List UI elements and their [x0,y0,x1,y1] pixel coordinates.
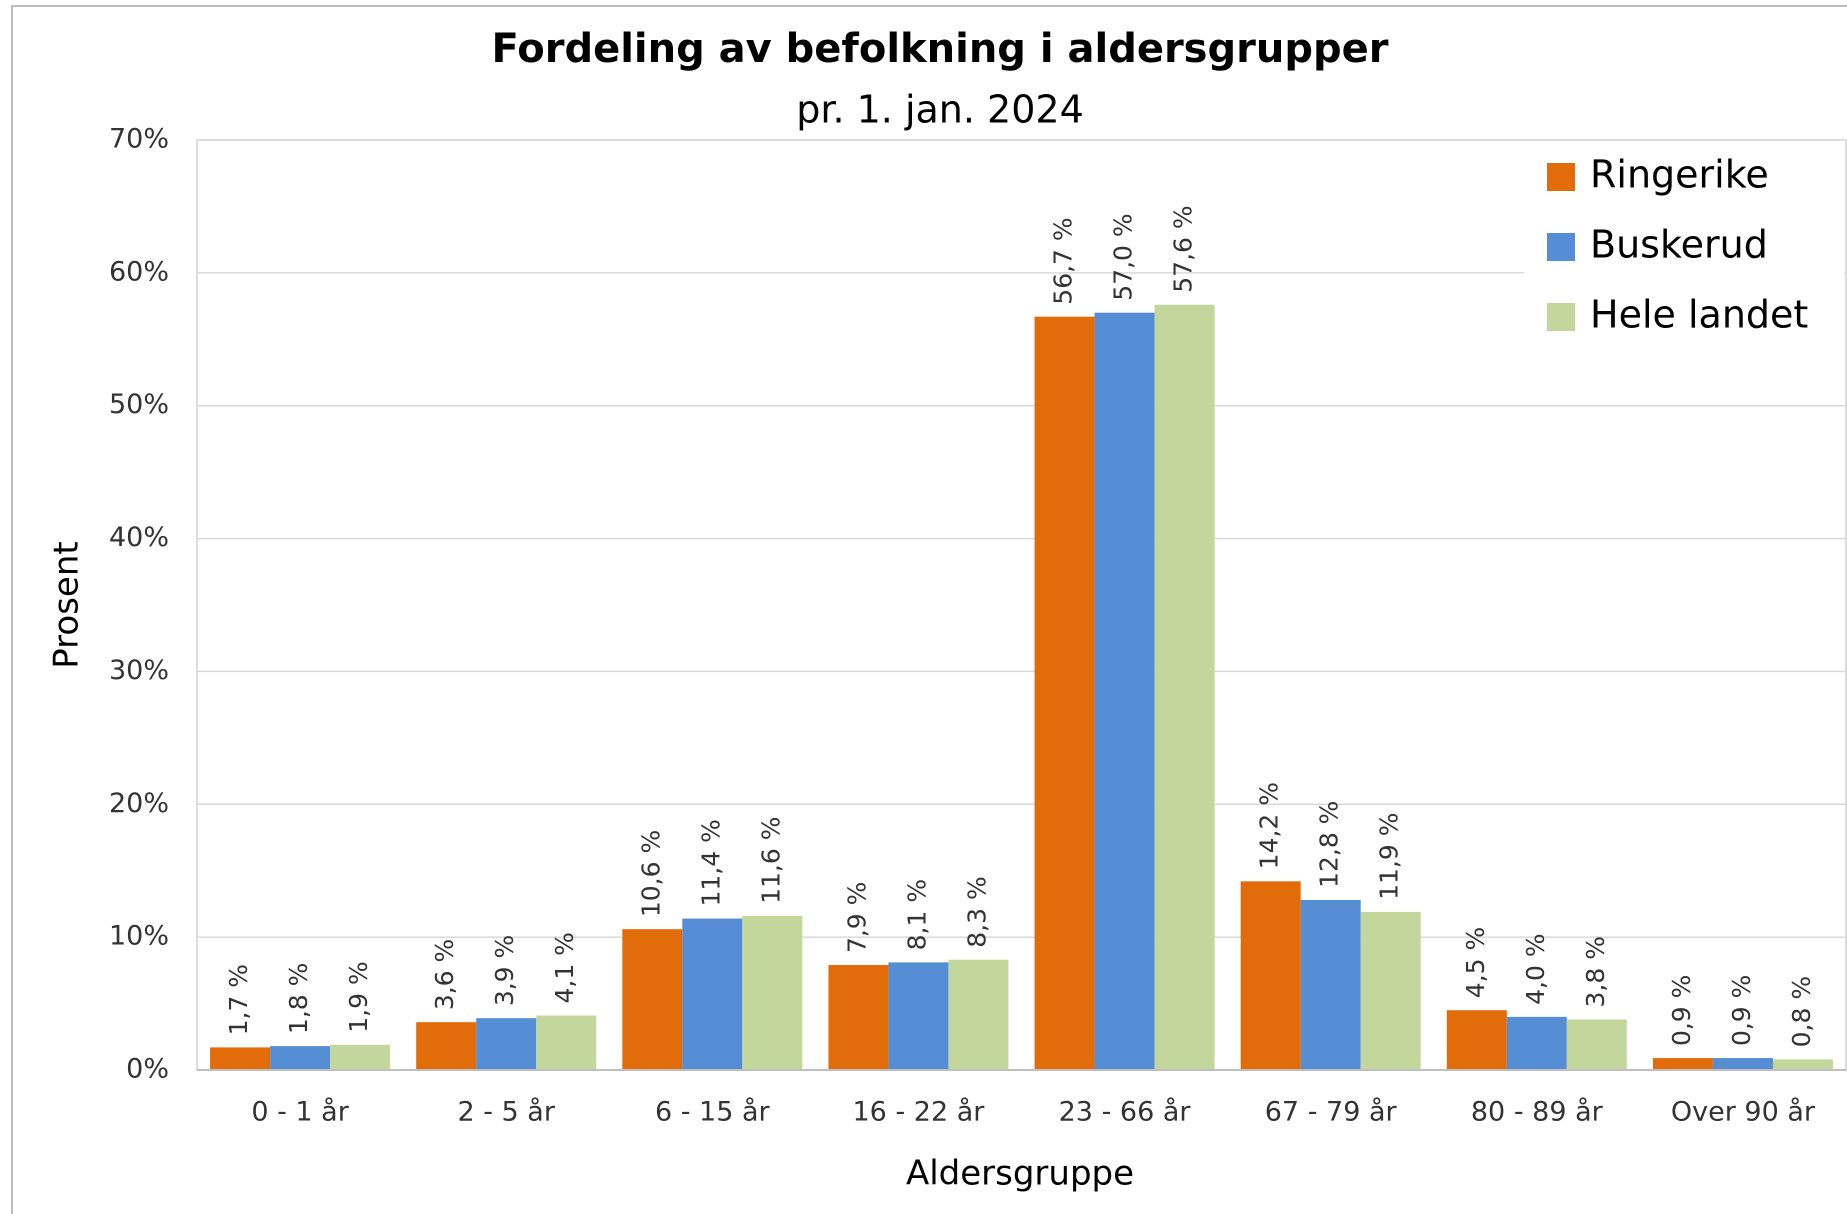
x-tick-label: Over 90 år [1671,1097,1816,1128]
value-label: 3,6 % [430,939,459,1010]
bar [828,965,889,1070]
y-tick-label: 70% [109,124,169,155]
bar [1772,1059,1833,1070]
value-label: 57,0 % [1109,213,1138,300]
bar [1034,316,1095,1070]
bar [1360,911,1421,1070]
value-label: 1,9 % [344,961,373,1032]
legend-swatch [1547,163,1575,191]
bar [742,915,803,1070]
bar [210,1047,271,1070]
legend-label: Buskerud [1590,223,1768,267]
value-label: 8,3 % [962,876,991,947]
y-tick-label: 0% [126,1054,169,1085]
value-label: 4,1 % [550,932,579,1003]
bar [622,929,683,1070]
x-tick-label: 0 - 1 år [251,1097,349,1128]
value-label: 11,4 % [696,819,725,906]
value-label: 4,5 % [1461,927,1490,998]
bar [1240,881,1301,1070]
bar [682,918,743,1070]
value-label: 8,1 % [902,879,931,950]
x-tick-label: 23 - 66 år [1059,1097,1192,1128]
y-tick-label: 30% [109,655,169,686]
value-label: 11,9 % [1375,813,1404,900]
bar [1300,899,1361,1070]
x-tick-label: 80 - 89 år [1471,1097,1604,1128]
bar [416,1022,477,1070]
chart-title: Fordeling av befolkning i aldersgrupper [492,26,1389,72]
bar [1506,1016,1567,1070]
bar [1712,1058,1773,1070]
x-tick-label: 6 - 15 år [655,1097,771,1128]
bar [888,962,949,1070]
value-label: 14,2 % [1255,782,1284,869]
bar [948,959,1009,1070]
legend-label: Hele landet [1590,293,1808,337]
value-label: 1,7 % [224,964,253,1035]
bar [536,1015,597,1070]
value-label: 0,8 % [1787,976,1816,1047]
x-axis-title: Aldersgruppe [906,1154,1134,1194]
bar [270,1046,331,1070]
bar [1652,1058,1713,1070]
legend-box [1524,148,1844,348]
x-tick-label: 67 - 79 år [1265,1097,1398,1128]
y-axis-title: Prosent [47,541,87,668]
y-tick-label: 60% [109,256,169,287]
value-label: 7,9 % [842,882,871,953]
y-tick-label: 10% [109,921,169,952]
chart-subtitle: pr. 1. jan. 2024 [796,88,1084,132]
y-tick-label: 50% [109,389,169,420]
value-label: 3,8 % [1581,936,1610,1007]
value-label: 56,7 % [1049,217,1078,304]
value-label: 3,9 % [490,935,519,1006]
value-label: 4,0 % [1521,933,1550,1004]
bar [1446,1010,1507,1070]
bar [476,1018,537,1070]
bar [1154,304,1215,1070]
value-label: 57,6 % [1169,205,1198,292]
bar [1094,312,1155,1070]
value-label: 11,6 % [756,817,785,904]
bar [330,1044,391,1070]
legend-label: Ringerike [1590,153,1769,197]
x-tick-label: 16 - 22 år [853,1097,986,1128]
value-label: 0,9 % [1667,975,1696,1046]
y-tick-label: 40% [109,522,169,553]
value-label: 0,9 % [1727,975,1756,1046]
legend-swatch [1547,233,1575,261]
bar [1566,1019,1627,1070]
x-tick-label: 2 - 5 år [457,1097,555,1128]
value-label: 12,8 % [1315,801,1344,888]
value-label: 10,6 % [636,830,665,917]
value-label: 1,8 % [284,963,313,1034]
y-tick-label: 20% [109,788,169,819]
legend-swatch [1547,303,1575,331]
